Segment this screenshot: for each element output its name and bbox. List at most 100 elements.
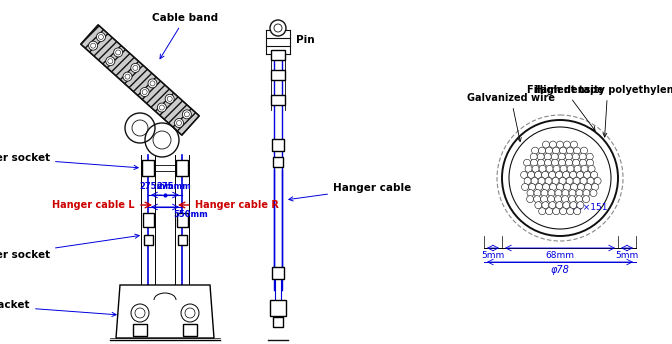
Circle shape — [552, 208, 560, 215]
Circle shape — [583, 171, 591, 179]
Circle shape — [552, 178, 559, 184]
Circle shape — [502, 120, 618, 236]
Circle shape — [535, 171, 542, 179]
Circle shape — [535, 202, 542, 209]
Circle shape — [140, 88, 149, 97]
Text: 550mm: 550mm — [173, 210, 208, 219]
Circle shape — [182, 110, 192, 119]
Text: φ5×151: φ5×151 — [572, 204, 609, 213]
Circle shape — [560, 165, 567, 172]
Circle shape — [542, 202, 549, 209]
Circle shape — [550, 183, 556, 191]
Circle shape — [148, 79, 157, 88]
Text: Hanger socket: Hanger socket — [0, 234, 139, 260]
Circle shape — [588, 165, 595, 172]
Circle shape — [577, 183, 585, 191]
Bar — [142, 213, 153, 227]
Circle shape — [574, 208, 581, 215]
Circle shape — [573, 153, 579, 160]
Bar — [272, 139, 284, 151]
Circle shape — [580, 178, 587, 184]
Circle shape — [537, 153, 544, 160]
Circle shape — [538, 147, 546, 154]
Circle shape — [539, 208, 546, 215]
Circle shape — [554, 196, 562, 203]
Circle shape — [577, 171, 583, 179]
Circle shape — [585, 183, 591, 191]
Text: 5mm: 5mm — [616, 251, 638, 260]
Circle shape — [573, 178, 580, 184]
Circle shape — [564, 183, 571, 191]
Circle shape — [581, 147, 587, 154]
Circle shape — [576, 196, 583, 203]
Circle shape — [560, 147, 566, 154]
Circle shape — [548, 171, 556, 179]
Circle shape — [571, 141, 577, 148]
Text: High density polyethylene: High density polyethylene — [535, 85, 672, 137]
Circle shape — [524, 178, 531, 184]
Circle shape — [545, 178, 552, 184]
Circle shape — [97, 32, 106, 42]
Circle shape — [567, 165, 574, 172]
Circle shape — [586, 153, 593, 160]
Circle shape — [556, 141, 564, 148]
Bar — [271, 95, 285, 105]
Text: Hanger cable: Hanger cable — [289, 183, 411, 201]
Text: Hanger cable L: Hanger cable L — [52, 200, 135, 210]
Circle shape — [523, 159, 531, 166]
Circle shape — [550, 141, 556, 148]
Polygon shape — [81, 25, 199, 135]
Circle shape — [527, 190, 534, 196]
Circle shape — [576, 190, 583, 196]
Circle shape — [556, 183, 564, 191]
Bar — [271, 70, 285, 80]
Circle shape — [566, 159, 573, 166]
Circle shape — [583, 190, 590, 196]
Text: Galvanized wire: Galvanized wire — [467, 93, 555, 142]
Circle shape — [553, 165, 560, 172]
Circle shape — [566, 178, 573, 184]
Circle shape — [544, 159, 552, 166]
Circle shape — [521, 183, 529, 191]
Circle shape — [551, 153, 558, 160]
Circle shape — [532, 165, 539, 172]
Circle shape — [558, 159, 566, 166]
Circle shape — [525, 165, 532, 172]
Circle shape — [565, 153, 573, 160]
Bar — [142, 160, 154, 176]
Circle shape — [542, 141, 550, 148]
Circle shape — [562, 171, 570, 179]
Bar — [273, 317, 283, 327]
Bar — [177, 213, 187, 227]
Circle shape — [549, 202, 556, 209]
Circle shape — [532, 147, 538, 154]
Circle shape — [569, 190, 576, 196]
Circle shape — [573, 147, 581, 154]
Bar — [176, 160, 188, 176]
Circle shape — [573, 159, 579, 166]
Circle shape — [579, 153, 586, 160]
Circle shape — [527, 196, 534, 203]
Circle shape — [591, 171, 597, 179]
Circle shape — [556, 171, 562, 179]
Circle shape — [131, 304, 149, 322]
Circle shape — [587, 159, 593, 166]
Circle shape — [558, 153, 565, 160]
Circle shape — [531, 159, 538, 166]
Circle shape — [546, 208, 552, 215]
Circle shape — [583, 196, 589, 203]
Circle shape — [559, 178, 566, 184]
Circle shape — [574, 165, 581, 172]
Circle shape — [587, 178, 594, 184]
Circle shape — [552, 147, 560, 154]
Circle shape — [114, 48, 123, 57]
Circle shape — [570, 171, 577, 179]
Circle shape — [131, 63, 140, 73]
Text: Cable band: Cable band — [152, 13, 218, 59]
Circle shape — [556, 202, 563, 209]
Text: 275mm: 275mm — [139, 182, 174, 191]
Circle shape — [566, 147, 573, 154]
Circle shape — [528, 171, 535, 179]
Circle shape — [542, 183, 550, 191]
Bar — [177, 235, 187, 245]
